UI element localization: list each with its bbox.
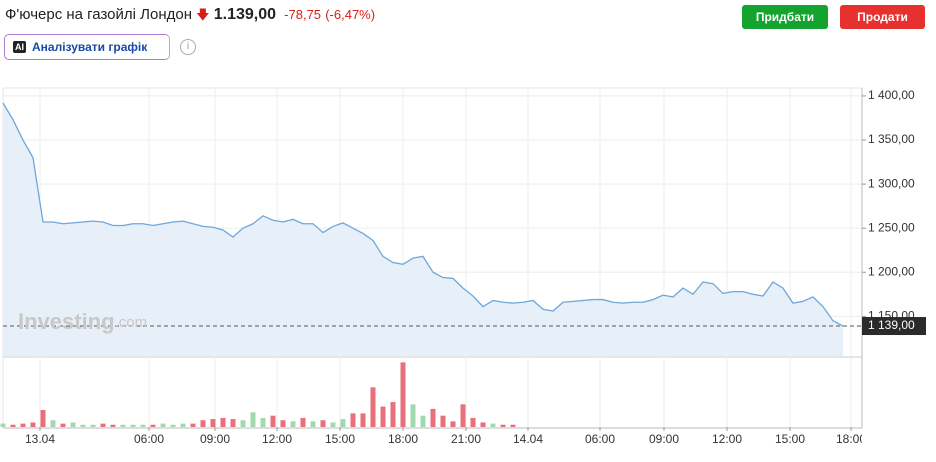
x-tick-label: 18:00 — [836, 432, 866, 446]
volume-bar — [180, 423, 186, 427]
y-tick-label: 1 350,00 — [868, 132, 915, 146]
price: 1.139,00 — [213, 6, 276, 23]
volume-bar — [500, 424, 506, 427]
volume-bar — [390, 402, 396, 427]
volume-bar — [240, 420, 246, 427]
change-percent: (-6,47%) — [325, 7, 376, 22]
volume-bar — [40, 410, 46, 427]
volume-bar — [120, 424, 126, 427]
volume-bar — [360, 413, 366, 427]
volume-bar — [440, 415, 446, 427]
volume-bar — [50, 420, 56, 427]
area — [3, 102, 843, 356]
volume-bar — [140, 424, 146, 427]
volume-bar — [70, 422, 76, 427]
volume-bar — [510, 424, 516, 427]
change: -78,75 — [284, 7, 322, 22]
volume-bar — [10, 424, 16, 427]
analyze-label: Аналізувати графік — [32, 40, 148, 54]
x-tick-label: 09:00 — [649, 432, 679, 446]
volume-bar — [210, 419, 216, 427]
y-tick-label: 1 300,00 — [868, 176, 915, 190]
volume-bar — [490, 423, 496, 427]
x-tick-label: 06:00 — [585, 432, 615, 446]
volume-bar — [280, 420, 286, 427]
volume-bar — [150, 424, 156, 427]
volume-bar — [290, 421, 296, 427]
down-arrow: 🡇 — [196, 7, 210, 22]
volume-bar — [160, 423, 166, 427]
volume-bar — [20, 423, 26, 427]
volume-bar — [60, 423, 66, 427]
volume-bar — [200, 420, 206, 427]
volume-bar — [30, 422, 36, 427]
volume-bar — [410, 404, 416, 427]
x-tick-label: 12:00 — [262, 432, 292, 446]
analyze-button[interactable]: AI Аналізувати графік — [4, 34, 170, 60]
volume-bar — [80, 424, 86, 427]
watermark-suffix: .com — [115, 314, 148, 331]
x-tick-label: 09:00 — [200, 432, 230, 446]
volume-bar — [430, 408, 436, 427]
watermark: Investing.com — [18, 309, 147, 334]
volume-bar — [250, 412, 256, 427]
volume-bar — [350, 413, 356, 427]
volume-bar — [230, 419, 236, 427]
volume-bar — [300, 417, 306, 427]
title: Ф'ючерс на газойлі Лондон — [5, 6, 192, 23]
volume-bar — [270, 415, 276, 427]
x-tick-label: 12:00 — [712, 432, 742, 446]
volume-bar — [320, 420, 326, 427]
price-line — [2, 102, 844, 327]
volume-bar — [90, 424, 96, 427]
x-tick-label: 13.04 — [25, 432, 55, 446]
volume-bar — [0, 423, 6, 427]
x-tick-label: 06:00 — [134, 432, 164, 446]
last-price-label: 1 139,00 — [868, 318, 915, 332]
volume-bar — [260, 417, 266, 427]
volume-bar — [130, 424, 136, 427]
buy-button[interactable]: Придбати — [742, 5, 828, 29]
volume-bar — [340, 419, 346, 427]
volume-bar — [420, 415, 426, 427]
x-tick-label: 15:00 — [325, 432, 355, 446]
x-tick-label: 21:00 — [451, 432, 481, 446]
volume-bar — [100, 423, 106, 427]
sell-button[interactable]: Продати — [840, 5, 925, 29]
y-tick-label: 1 200,00 — [868, 264, 915, 278]
last-price-box — [862, 317, 926, 336]
y-tick-label: 1 250,00 — [868, 220, 915, 234]
volume-bar — [310, 421, 316, 427]
x-tick-label: 18:00 — [388, 432, 418, 446]
volume-bar — [460, 404, 466, 427]
header: Ф'ючерс на газойлі Лондон 🡇 1.139,00 -78… — [5, 6, 375, 28]
volume-bar — [170, 424, 176, 427]
info-icon[interactable]: i — [180, 39, 196, 55]
y-tick-label: 1 400,00 — [868, 88, 915, 102]
volume-bar — [220, 417, 226, 427]
volume-bar — [110, 424, 116, 427]
volume-bar — [470, 417, 476, 427]
volume-bar — [380, 406, 386, 427]
volume-bar — [450, 421, 456, 427]
volume-bar — [400, 362, 406, 427]
x-tick-label: 14.04 — [513, 432, 543, 446]
volume-bar — [190, 423, 196, 427]
volume-bar — [330, 422, 336, 427]
watermark-brand: Investing — [18, 309, 115, 334]
x-tick-label: 15:00 — [775, 432, 805, 446]
volume-bar — [370, 387, 376, 427]
ai-icon: AI — [13, 41, 26, 53]
volume-bar — [480, 422, 486, 427]
